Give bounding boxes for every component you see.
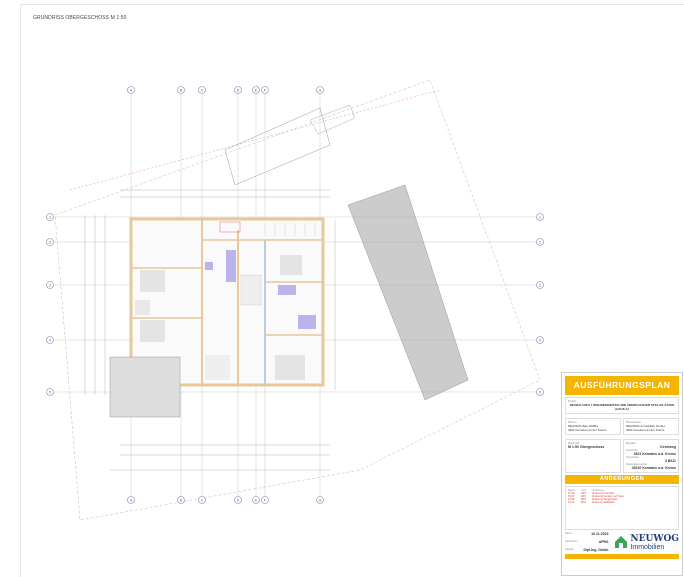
grid-bubble-column (234, 496, 242, 504)
grid-bubble-column-label: G (319, 88, 322, 92)
grid-bubble-column (127, 496, 135, 504)
grid-bubble-row (536, 238, 544, 246)
grid-bubble-column (198, 496, 206, 504)
grid-bubble-column (316, 86, 324, 94)
grid-bubble-row (46, 238, 54, 246)
grid-bubble-row-label: 4 (539, 338, 541, 342)
grid-bubble-column-label: B (180, 88, 183, 92)
grid-bubble-column-label: E (255, 498, 258, 502)
plan-type-banner: AUSFÜHRUNGSPLAN (565, 376, 679, 395)
dimension-lines (84, 189, 336, 471)
change-row: 10.11. APS Änderung Stellplätze (568, 501, 615, 504)
grid-bubble-column (177, 86, 185, 94)
grid-bubble-row (536, 281, 544, 289)
changes-banner: ÄNDERUNGEN (565, 475, 679, 484)
building (109, 217, 325, 418)
grid-bubble-column-label: C (201, 88, 204, 92)
change-row: 27.06. APS Änderung Grundriss (568, 492, 615, 495)
grid-bubble-column (177, 496, 185, 504)
grid-bubble-column-label: F (264, 88, 266, 92)
grid-bubble-row (536, 336, 544, 344)
title-block: AUSFÜHRUNGSPLAN Projekt NEUBAU MFH 7 WOH… (561, 372, 683, 576)
grid-bubble-row (46, 336, 54, 344)
grid-bubble-column (261, 86, 269, 94)
grid-bubble-row-label: 1 (49, 215, 51, 219)
location-box: Bauplatz Kerniweg Gemeinde 4521 Kematen … (623, 439, 679, 473)
site-boundary (54, 79, 541, 521)
grid-bubble-column-label: F (264, 498, 266, 502)
planner-box: Planverfasser NEUWOG Immobilien GmbH 452… (623, 418, 679, 435)
grid-bubble-column-label: D (237, 498, 240, 502)
grid-bubble-column (127, 86, 135, 94)
grid-bubble-column (261, 496, 269, 504)
footer-bar (565, 554, 679, 559)
grid-bubble-column-label: G (319, 498, 322, 502)
grid-bubble-column-label: A (130, 88, 133, 92)
grid-bubble-row (46, 213, 54, 221)
project-box: Projekt NEUBAU MFH 7 WOHNEINHEITEN UND Ü… (565, 397, 679, 414)
grid-bubble-row-label: 5 (539, 390, 541, 394)
grid-bubble-column (198, 86, 206, 94)
grid-bubble-column (252, 86, 260, 94)
drawing-title: GRUNDRISS OBERGESCHOSS M 1:50 (33, 15, 127, 21)
changes-table: Datum Gez. Änderung 27.06. APS Änderung Gr… (565, 486, 679, 530)
grid-bubble-row-label: 1 (539, 215, 541, 219)
grid-bubble-column-label: A (130, 498, 133, 502)
grid-bubble-row (46, 388, 54, 396)
grid-bubble-row (536, 388, 544, 396)
grid-bubble-column (252, 496, 260, 504)
grid-bubble-row-label: 2 (49, 240, 51, 244)
grid-bubble-row-label: 2 (539, 240, 541, 244)
grid-bubble-column-label: E (255, 88, 258, 92)
grid-bubble-row-label: 3 (539, 283, 541, 287)
grid-bubble-row (536, 213, 544, 221)
company-logo: NEUWOG Immobilien (614, 532, 679, 552)
client-box: Bauherr NEUWOG Bau GMBH 4521 Kematen an … (565, 418, 621, 435)
drawing-sheet (20, 4, 684, 577)
change-row: 12.09. APS Änderung Stiegenhaus (568, 498, 618, 501)
grid-bubble-row-label: 4 (49, 338, 51, 342)
grid-bubble-row (46, 281, 54, 289)
grid-bubble-row-label: 5 (49, 390, 51, 394)
house-icon (615, 536, 628, 548)
terrace (109, 356, 181, 418)
grid-bubble-column-label: B (180, 498, 183, 502)
sign-off: Datum 10.11.2023 Gezeichnet APRS Geprüft Di… (565, 532, 609, 552)
grid-bubble-row-label: 3 (49, 283, 51, 287)
grid-bubble-column-label: C (201, 498, 204, 502)
grid-bubble-column (316, 496, 324, 504)
project-name: NEUBAU MFH 7 WOHNEINHEITEN UND ÜBERDACHT… (569, 403, 675, 411)
carport-roof (347, 184, 469, 401)
content-box: Planinhalt M 1:50 Obergeschoss (565, 439, 621, 473)
change-row: 05.07. APS Änderung Fenster und Türen (568, 495, 625, 498)
grid-bubble-column-label: D (237, 88, 240, 92)
grid-bubble-column (234, 86, 242, 94)
